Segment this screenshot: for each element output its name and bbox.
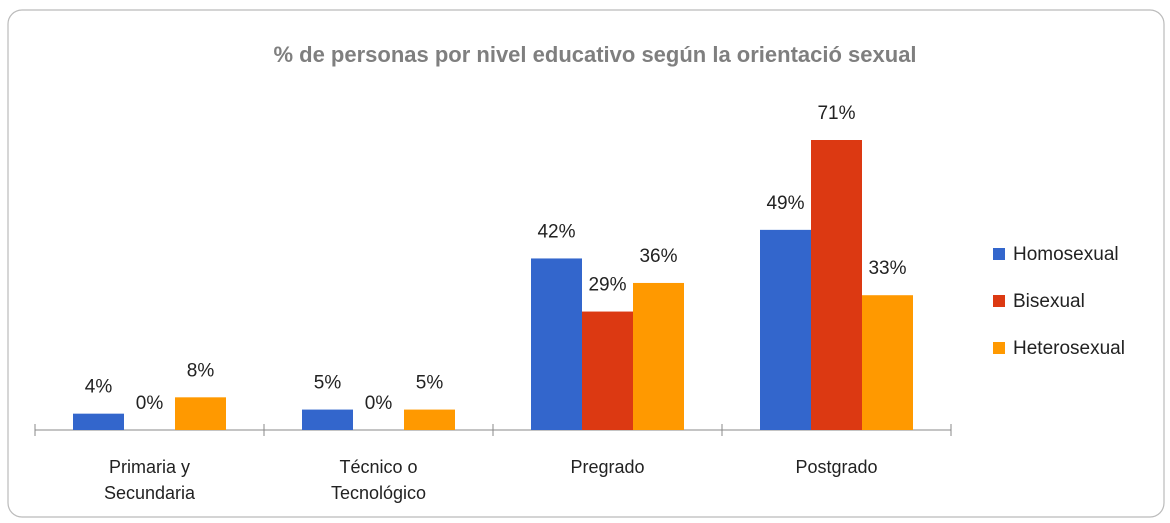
legend-label: Homosexual (1013, 244, 1119, 265)
bar (811, 140, 862, 430)
x-tick-label: Técnico o Tecnológico (330, 457, 427, 503)
bar (633, 282, 684, 430)
x-tick-label: Primaria y Secundaria (103, 457, 196, 503)
chart-title: % de personas por nivel educativo según … (273, 42, 916, 67)
data-label: 5% (416, 373, 444, 394)
data-label: 33% (868, 258, 906, 279)
data-label: 4% (85, 377, 113, 398)
bar (175, 397, 226, 430)
legend-swatch (993, 248, 1005, 260)
bar (582, 311, 633, 430)
data-label: 5% (314, 373, 342, 394)
data-label: 49% (766, 193, 804, 214)
data-label: 42% (537, 221, 575, 242)
data-label: 36% (639, 246, 677, 267)
legend-swatch (993, 295, 1005, 307)
data-label: 0% (136, 393, 164, 414)
bar (302, 409, 353, 430)
x-tick-label: Postgrado (795, 457, 878, 477)
data-label: 0% (365, 393, 393, 414)
bar (73, 413, 124, 430)
legend-swatch (993, 342, 1005, 354)
bar (862, 295, 913, 430)
bar (404, 409, 455, 430)
card (7, 9, 1165, 518)
legend-label: Heterosexual (1013, 338, 1125, 359)
legend-label: Bisexual (1013, 291, 1085, 312)
x-tick-label: Pregrado (570, 457, 645, 477)
data-label: 71% (817, 103, 855, 124)
bar (760, 229, 811, 430)
data-label: 29% (588, 275, 626, 296)
bar (531, 258, 582, 430)
data-label: 8% (187, 360, 215, 381)
